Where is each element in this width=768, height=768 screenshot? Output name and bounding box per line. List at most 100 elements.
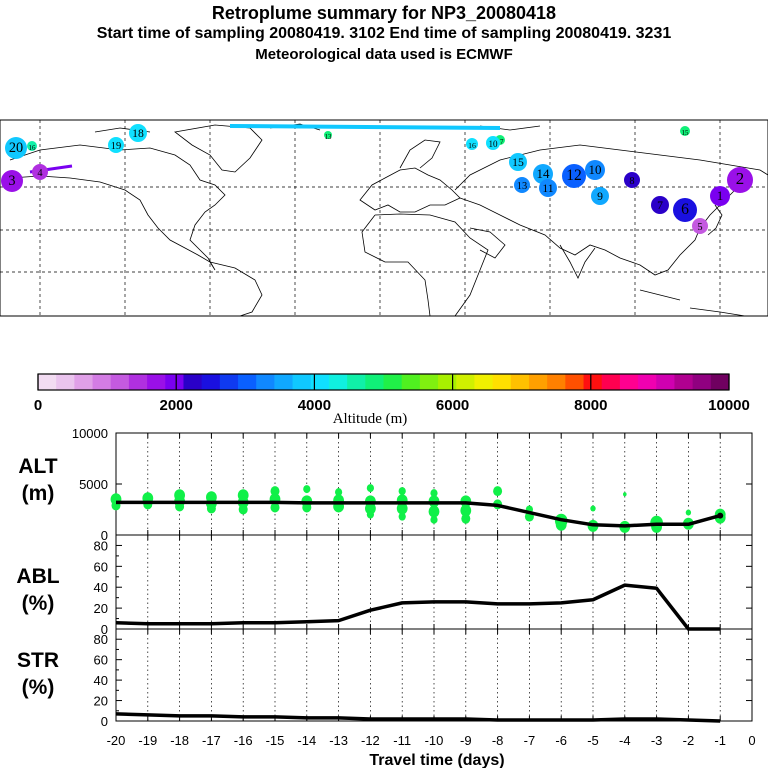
- plume-marker-label: 9: [597, 190, 603, 203]
- plume-scatter-point: [270, 486, 280, 497]
- y-tick-label: 80: [94, 632, 108, 647]
- x-tick-label: -8: [492, 733, 504, 748]
- plume-marker: [710, 186, 730, 206]
- x-axis-label: Travel time (days): [369, 752, 504, 768]
- plume-marker: [5, 137, 27, 159]
- plume-scatter-point: [590, 505, 596, 512]
- colorbar-segment: [383, 374, 403, 390]
- colorbar-segment: [656, 374, 675, 390]
- y-tick-label: 60: [94, 653, 108, 668]
- colorbar-segment: [219, 374, 239, 390]
- x-tick-label: -11: [393, 733, 411, 748]
- colorbar-segment: [401, 374, 421, 390]
- colorbar-segment: [565, 374, 585, 390]
- sampling-times: Start time of sampling 20080419. 3102 En…: [96, 25, 672, 42]
- y-tick-label: 20: [94, 694, 108, 709]
- plume-scatter-point: [493, 486, 503, 497]
- x-tick-label: -12: [361, 733, 380, 748]
- plume-scatter-point: [365, 502, 376, 515]
- plume-marker: [486, 136, 500, 150]
- colorbar-segment: [547, 374, 566, 390]
- plume-marker: [1, 170, 23, 192]
- plume-scatter-point: [270, 502, 280, 513]
- plume-marker-label: 11: [542, 182, 553, 195]
- panel-alt: 10000 5000 0 ALT (m): [18, 426, 753, 543]
- x-tick-label: -16: [234, 733, 253, 748]
- colorbar-segment: [201, 374, 221, 390]
- colorbar-segment: [365, 374, 384, 390]
- plume-marker-label: 2: [736, 169, 744, 188]
- series-line-str: [115, 712, 721, 723]
- colorbar-segment: [56, 374, 75, 390]
- colorbar-tick-label: 0: [34, 397, 42, 414]
- x-tick-label: -5: [587, 733, 599, 748]
- plume-marker-label: 15: [682, 129, 690, 137]
- colorbar-segment: [92, 374, 112, 390]
- plume-marker-label: 3: [8, 173, 15, 189]
- colorbar-segment: [583, 374, 603, 390]
- plume-marker: [673, 198, 697, 222]
- plume-marker-label: 7: [657, 199, 663, 212]
- plot-title: Retroplume summary for NP3_20080418: [211, 3, 557, 23]
- plume-marker-label: 16: [468, 141, 476, 150]
- plume-scatter-point: [428, 505, 440, 518]
- plume-marker: [591, 187, 609, 205]
- plume-marker-label: 12: [566, 167, 582, 184]
- plume-marker: [324, 131, 332, 139]
- plume-marker-label: 10: [589, 162, 602, 177]
- colorbar-segment: [274, 374, 294, 390]
- series-line-alt: [116, 500, 721, 528]
- colorbar-segment: [347, 374, 366, 390]
- plume-scatter-point: [398, 512, 406, 521]
- plume-scatter-point: [398, 487, 406, 496]
- plume-scatter-point: [335, 488, 343, 497]
- plume-marker-label: 5: [697, 222, 702, 233]
- plume-scatter-point: [238, 504, 248, 515]
- x-tick-label: -3: [651, 733, 663, 748]
- plume-marker: [27, 141, 37, 151]
- colorbar-segment: [147, 374, 166, 390]
- plume-scatter-point: [302, 502, 312, 513]
- plume-scatter-point: [685, 509, 692, 516]
- plume-scatter-point: [303, 485, 311, 494]
- y-tick-label: 10000: [72, 426, 108, 441]
- plume-scatter-point: [623, 492, 627, 497]
- x-tick-label: -17: [202, 733, 221, 748]
- y-axis-label: (m): [22, 482, 55, 505]
- x-tick-label: -4: [619, 733, 631, 748]
- y-tick-label: 0: [101, 528, 108, 543]
- plume-marker: [466, 138, 478, 150]
- x-tick-label: -7: [524, 733, 536, 748]
- colorbar-segment: [256, 374, 275, 390]
- plume-scatter-point: [461, 513, 471, 524]
- colorbar-tick-label: 10000: [708, 397, 750, 414]
- plume-scatter-point: [430, 515, 438, 524]
- panel-abl: 80 60 40 20 0 ABL (%): [16, 534, 753, 637]
- plume-marker-label: 8: [629, 176, 634, 187]
- plume-marker-label: 20: [9, 140, 23, 156]
- plume-marker: [562, 164, 586, 188]
- panel-str: 80 60 40 20 0 STR (%): [17, 628, 753, 729]
- plume-marker-label: 13: [517, 181, 527, 192]
- series-line-abl: [115, 583, 721, 631]
- plume-marker: [32, 164, 48, 180]
- plume-scatter-point: [366, 484, 374, 493]
- plume-marker: [651, 196, 669, 214]
- x-tick-label: -2: [683, 733, 695, 748]
- colorbar-segment: [419, 374, 439, 390]
- plume-marker: [539, 179, 557, 197]
- colorbar-segment: [183, 374, 203, 390]
- plume-scatter-point: [460, 504, 472, 517]
- colorbar-segment: [328, 374, 348, 390]
- altitude-colorbar: 0 2000 4000 6000 8000 10000: [34, 373, 750, 414]
- colorbar-segment: [38, 374, 57, 390]
- colorbar-segment: [110, 374, 130, 390]
- x-tick-label: -15: [266, 733, 285, 748]
- x-tick-label: -19: [138, 733, 157, 748]
- plume-scatter-point: [206, 503, 216, 514]
- colorbar-segment: [438, 374, 457, 390]
- coastlines: [9, 123, 768, 317]
- colorbar-segment: [128, 374, 148, 390]
